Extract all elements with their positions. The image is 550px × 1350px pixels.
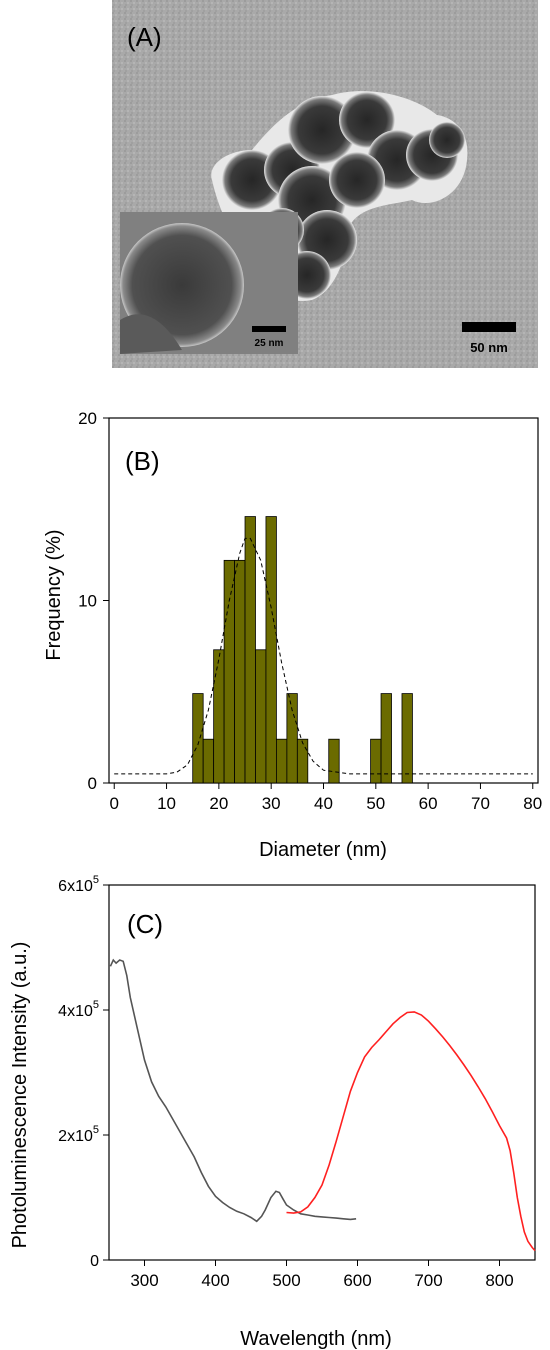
y-tick-label: 20 (78, 409, 97, 428)
x-tick-label: 700 (414, 1271, 442, 1290)
x-tick-label: 20 (209, 794, 228, 813)
main-scale-label: 50 nm (470, 340, 508, 355)
emission-spectrum-line (286, 1011, 536, 1252)
panel-c-label: (C) (127, 909, 163, 939)
histogram-bar (223, 559, 235, 784)
spectrum-axes: 300 400 500 600 700 800 0 2x105 4x105 6x105 (58, 874, 536, 1290)
size-histogram: 0 10 20 30 40 50 60 70 80 0 10 20 (B) Diameter (nm)… (43, 409, 542, 860)
inset-scale-label: 25 nm (255, 338, 284, 349)
spectrum-series (109, 958, 536, 1252)
histogram-bar (234, 559, 246, 784)
histogram-axes: 0 10 20 30 40 50 60 70 80 0 10 20 (78, 409, 542, 813)
histogram-bar (286, 693, 298, 784)
tem-micrograph: 25 nm 50 nm (A) (112, 0, 538, 368)
histogram-bar (296, 738, 309, 784)
x-tick-label: 800 (485, 1271, 513, 1290)
x-tick-label: 600 (343, 1271, 371, 1290)
histogram-bar (276, 738, 288, 784)
x-tick-label: 500 (272, 1271, 300, 1290)
histogram-bar (202, 738, 215, 784)
x-tick-label: 10 (157, 794, 176, 813)
histogram-x-label: Diameter (nm) (259, 839, 387, 860)
y-tick-label: 10 (78, 592, 97, 611)
panel-b-label: (B) (125, 446, 160, 476)
y-tick-label: 2x105 (58, 1124, 99, 1145)
histogram-bar (328, 738, 340, 784)
x-tick-label: 50 (366, 794, 385, 813)
x-tick-label: 80 (523, 794, 542, 813)
histogram-bar (244, 516, 256, 784)
plot-frame (108, 417, 539, 784)
inset-scale-bar (252, 326, 286, 332)
y-tick-label: 4x105 (58, 999, 99, 1020)
histogram-bar (265, 516, 277, 784)
main-scale-bar (462, 322, 516, 332)
panel-a-label: (A) (127, 22, 162, 52)
pl-spectrum-chart: 300 400 500 600 700 800 0 2x105 4x105 6x105 (C) W… (9, 874, 536, 1350)
x-tick-label: 60 (419, 794, 438, 813)
histogram-y-label: Frequency (%) (43, 529, 65, 660)
inset-micrograph: 25 nm (120, 212, 298, 354)
histogram-bar (380, 693, 392, 784)
x-tick-label: 40 (314, 794, 333, 813)
plot-frame (108, 884, 536, 1261)
histogram-bar (213, 649, 225, 784)
histogram-bars (192, 516, 413, 784)
histogram-bar (255, 649, 267, 784)
y-tick-label: 6x105 (58, 874, 99, 895)
spectrum-x-label: Wavelength (nm) (240, 1328, 392, 1350)
y-tick-label: 0 (88, 774, 97, 793)
gaussian-fit-curve (114, 537, 533, 775)
x-tick-label: 70 (471, 794, 490, 813)
y-tick-label: 0 (90, 1253, 99, 1270)
x-tick-label: 300 (130, 1271, 158, 1290)
x-tick-label: 400 (201, 1271, 229, 1290)
histogram-bar (370, 738, 382, 784)
x-tick-label: 30 (262, 794, 281, 813)
x-tick-label: 0 (109, 794, 118, 813)
excitation-spectrum-line (109, 958, 357, 1223)
histogram-bar (401, 693, 413, 784)
spectrum-y-label: Photoluminescence Intensity (a.u.) (9, 942, 31, 1249)
histogram-bar (192, 693, 204, 784)
